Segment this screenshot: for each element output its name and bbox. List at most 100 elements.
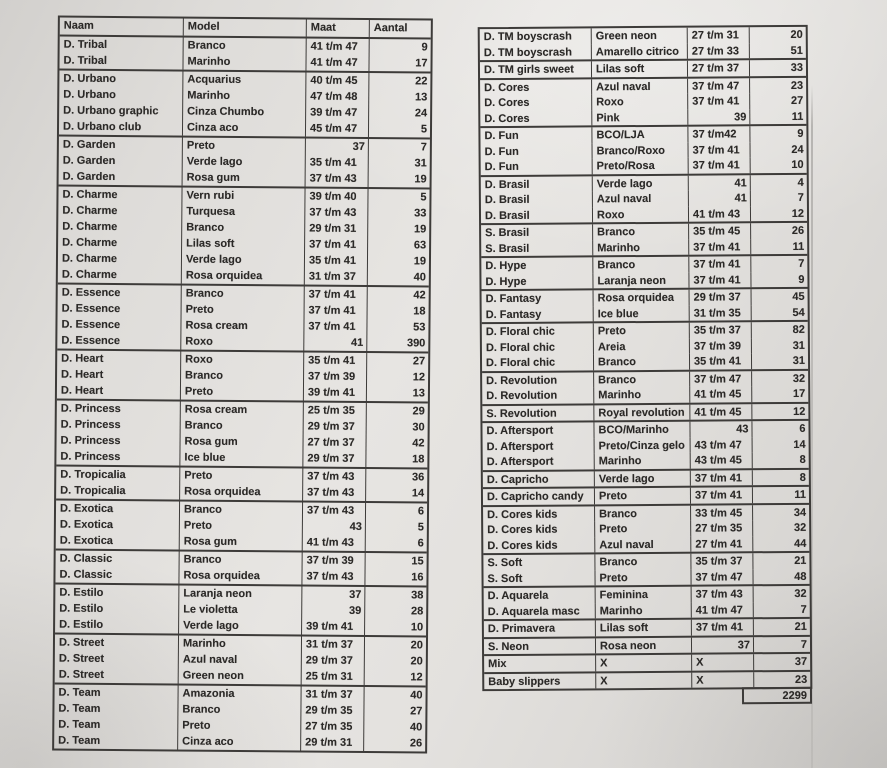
inventory-table-right: D. TM boyscrash Green neon 27 t/m 31 20 D. T… (477, 24, 813, 692)
table-row: S. Neon Rosa neon 37 7 (483, 636, 810, 655)
table-cell: Royal revolution (594, 404, 691, 421)
table-cell: D. Garden (58, 168, 183, 186)
table-cell: 37 t/m 41 (304, 318, 368, 335)
table-cell: Branco (595, 505, 692, 522)
table-cell: D. Revolution (482, 371, 595, 389)
table-cell: 42 (412, 437, 425, 450)
table-cell: Azul naval (592, 78, 689, 95)
table-row: D. Essence Roxo 41 390 (57, 332, 428, 352)
table-cell: 29 t/m 37 (303, 450, 367, 467)
table-cell: D. Capricho (482, 470, 595, 488)
table-cell: 34 (793, 506, 807, 519)
table-row: D. Floral chic Branco 35 t/m 41 31 (481, 353, 808, 371)
table-group: D. Urbano Acquarius 40 t/m 45 22 D. Urbano Ma… (58, 70, 431, 140)
table-cell: 6 (799, 422, 806, 435)
table-cell: D. Team (54, 732, 179, 750)
table-cell: D. Garden (58, 152, 183, 170)
table-row: D. Hype Laranja neon 37 t/m 41 9 (481, 271, 807, 290)
table-cell: D. Urbano club (58, 118, 184, 136)
table-cell: 37 t/m 41 (304, 302, 368, 319)
table-cell: D. Aftersport (482, 453, 595, 470)
table-cell: 28 (410, 605, 424, 618)
table-cell: 7 (420, 141, 427, 154)
table-cell: 32 (792, 372, 806, 385)
table-cell: 19 (413, 223, 427, 236)
table-row: D. Urbano club Cinza aco 45 t/m 47 5 (58, 118, 430, 138)
table-cell: 37 t/m 41 (689, 271, 752, 288)
table-cell: Azul naval (178, 651, 302, 669)
table-cell: Lilas soft (595, 619, 692, 636)
table-cell: 54 (792, 306, 805, 319)
table-cell: D. Aftersport (482, 437, 595, 455)
table-cell: Green neon (178, 667, 302, 685)
table-cell: D. Street (54, 634, 180, 652)
table-cell: 39 t/m 41 (303, 384, 368, 401)
table-cell: 37 t/m 41 (688, 141, 751, 158)
table-cell: 35 t/m 41 (305, 154, 369, 171)
table-cell: Amarello citrico (591, 43, 688, 60)
table-group: D. Tropicalia Preto 37 t/m 43 36 D. Tropical… (56, 466, 428, 504)
table-cell: 51 (790, 44, 803, 57)
table-cell: 37 t/m 47 (691, 568, 754, 585)
table-cell: 7 (798, 257, 805, 270)
table-cell: 45 (792, 290, 805, 303)
table-group: D. Street Marinho 31 t/m 37 20 D. Street Azul… (54, 634, 427, 688)
table-cell: D. Garden (58, 136, 183, 154)
table-cell: Marinho (593, 239, 690, 256)
table-group: D. Aquarela Feminina 37 t/m 43 32 D. Aquarel… (483, 585, 810, 622)
table-cell: 11 (794, 488, 807, 501)
table-cell: 39 t/m 41 (302, 618, 366, 635)
table-cell: 25 t/m 31 (301, 668, 365, 685)
table-cell: 39 (302, 602, 366, 619)
table-cell: 41 t/m 47 (306, 38, 370, 55)
table-cell: 390 (406, 337, 426, 350)
table-cell: Branco (593, 223, 690, 240)
table-cell: 37 t/m 39 (689, 337, 752, 354)
table-cell: Roxo (592, 206, 690, 223)
table-row: D. Tropicalia Rosa orquidea 37 t/m 43 14 (56, 482, 427, 502)
column-header: Model (183, 18, 307, 37)
table-cell: 63 (413, 239, 427, 252)
table-row: D. Aquarela masc Marinho 41 t/m 47 7 (483, 601, 810, 620)
table-row: D. TM girls sweet Lilas soft 27 t/m 37 33 (479, 60, 806, 78)
table-cell: D. Essence (57, 332, 182, 350)
table-cell: D. Fun (480, 127, 593, 144)
table-cell: 4 (797, 176, 804, 189)
table-group: D. Primavera Lilas soft 37 t/m 41 21 (483, 618, 810, 639)
table-cell: Preto (594, 487, 692, 504)
table-cell: D. Aquarela masc (483, 602, 596, 620)
table-cell: Branco (178, 701, 302, 719)
table-cell: 27 t/m 35 (301, 718, 365, 735)
table-group: S. Brasil Branco 35 t/m 45 26 S. Brasil Marin… (481, 222, 808, 259)
table-row: D. TM boyscrash Amarello citrico 27 t/m 33… (479, 42, 806, 61)
table-cell: 21 (794, 554, 807, 567)
table-cell: 37 t/m 39 (302, 552, 366, 569)
table-cell: 25 t/m 35 (303, 402, 367, 419)
table-cell: D. Team (54, 684, 179, 702)
table-cell: Marinho (594, 386, 691, 403)
table-cell: Verde lago (179, 617, 303, 635)
table-cell: 29 t/m 37 (689, 289, 752, 306)
table-cell: X (596, 672, 693, 689)
column-header: Aantal (373, 22, 408, 35)
table-row: D. Fun Preto/Rosa 37 t/m 41 10 (480, 157, 807, 175)
table-group: S. Neon Rosa neon 37 7 (483, 636, 811, 657)
table-cell: Laranja neon (593, 272, 690, 289)
table-cell: 7 (800, 638, 808, 651)
table-cell: 41 (688, 174, 751, 191)
table-row: D. Revolution Marinho 41 t/m 45 17 (482, 386, 808, 404)
table-group: D. TM girls sweet Lilas soft 27 t/m 37 33 (479, 59, 807, 80)
table-cell: D. Team (54, 716, 179, 734)
table-cell: D. Cores (480, 94, 593, 111)
table-cell: D. Floral chic (481, 323, 594, 340)
table-cell: 35 t/m 41 (304, 352, 368, 369)
table-row: D. Princess Ice blue 29 t/m 37 18 (56, 448, 427, 468)
table-cell: Verde lago (181, 251, 306, 269)
table-cell: 7 (797, 191, 804, 204)
table-cell: 26 (791, 224, 805, 237)
table-cell: D. Brasil (480, 175, 593, 193)
table-group: D. Cores Azul naval 37 t/m 47 23 D. Cores Rox… (480, 77, 807, 129)
table-cell: 29 t/m 35 (301, 702, 365, 719)
table-cell: 17 (415, 57, 428, 70)
table-cell: D. Heart (56, 382, 182, 400)
